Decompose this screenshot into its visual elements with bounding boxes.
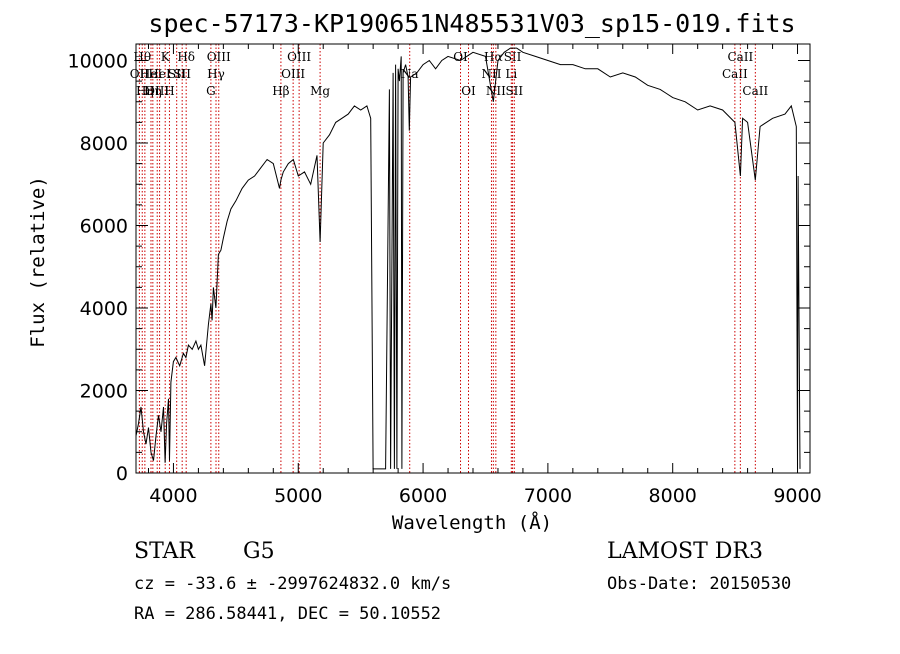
- spectrum-line-0: [136, 47, 801, 470]
- x-tick-label: 5000: [274, 485, 322, 507]
- plot-frame: [135, 43, 811, 474]
- spectrum-series: [136, 47, 801, 470]
- line-marker-label-21: OI: [461, 84, 476, 98]
- x-tick-label: 6000: [399, 485, 447, 507]
- y-tick-label: 10000: [68, 51, 128, 73]
- line-marker-label-25: Li: [505, 67, 517, 81]
- object-class: STAR: [134, 539, 196, 564]
- y-axis-label: Flux (relative): [27, 176, 49, 348]
- line-marker-label-17: OIII: [287, 50, 311, 64]
- line-marker-label-10: SII: [173, 67, 191, 81]
- line-marker-label-5: OIII: [145, 84, 169, 98]
- redshift-line: cz = -33.6 ± -2997624832.0 km/s: [134, 574, 451, 594]
- line-marker-label-24: NII: [486, 84, 506, 98]
- y-tick-label: 6000: [80, 216, 128, 238]
- x-tick-label: 9000: [773, 485, 821, 507]
- line-marker-label-27: SII: [505, 84, 523, 98]
- axis-ticks: 4000 5000 6000 7000 8000 9000 0 2000 4000 6000 800…: [68, 44, 822, 507]
- x-tick-label: 4000: [149, 485, 197, 507]
- line-marker-label-30: CaII: [742, 84, 768, 98]
- line-markers: OIIHθHηHeIHηOIIIHeIKHSIISIIHδGHγOIIIHβOI…: [130, 44, 768, 473]
- line-marker-label-19: Na: [401, 67, 419, 81]
- x-tick-label: 8000: [649, 485, 697, 507]
- line-marker-label-28: CaII: [722, 67, 748, 81]
- line-marker-label-8: H: [164, 84, 174, 98]
- line-marker-label-2: Hη: [136, 84, 154, 98]
- line-marker-label-29: CaII: [727, 50, 753, 64]
- line-marker-label-16: OIII: [281, 67, 305, 81]
- line-marker-label-22: NII: [481, 67, 501, 81]
- line-marker-label-18: Mg: [310, 84, 330, 98]
- line-marker-label-3: HeI: [140, 67, 163, 81]
- y-tick-label: 0: [116, 463, 128, 485]
- survey-name: LAMOST DR3: [607, 539, 763, 564]
- line-marker-label-15: Hβ: [272, 84, 289, 98]
- line-marker-label-20: OI: [453, 50, 468, 64]
- chart-title: spec-57173-KP190651N485531V03_sp15-019.f…: [148, 9, 795, 38]
- x-tick-label: 7000: [524, 485, 572, 507]
- line-marker-label-26: SII: [504, 50, 522, 64]
- line-marker-label-11: Hδ: [177, 50, 195, 64]
- line-marker-label-12: G: [206, 84, 216, 98]
- line-marker-label-7: K: [161, 50, 171, 64]
- axes: [135, 43, 811, 474]
- y-tick-label: 8000: [80, 133, 128, 155]
- line-marker-label-14: OIII: [207, 50, 231, 64]
- object-subclass: G5: [243, 539, 275, 564]
- y-tick-label: 2000: [80, 381, 128, 403]
- line-marker-label-6: HeI: [148, 67, 171, 81]
- line-marker-label-13: Hγ: [207, 67, 225, 81]
- line-marker-label-0: OII: [130, 67, 150, 81]
- line-marker-label-9: SII: [168, 67, 186, 81]
- y-tick-label: 4000: [80, 298, 128, 320]
- obs-date: Obs-Date: 20150530: [607, 574, 791, 594]
- coordinates-line: RA = 286.58441, DEC = 50.10552: [134, 604, 441, 624]
- x-axis-label: Wavelength (Å): [392, 511, 552, 534]
